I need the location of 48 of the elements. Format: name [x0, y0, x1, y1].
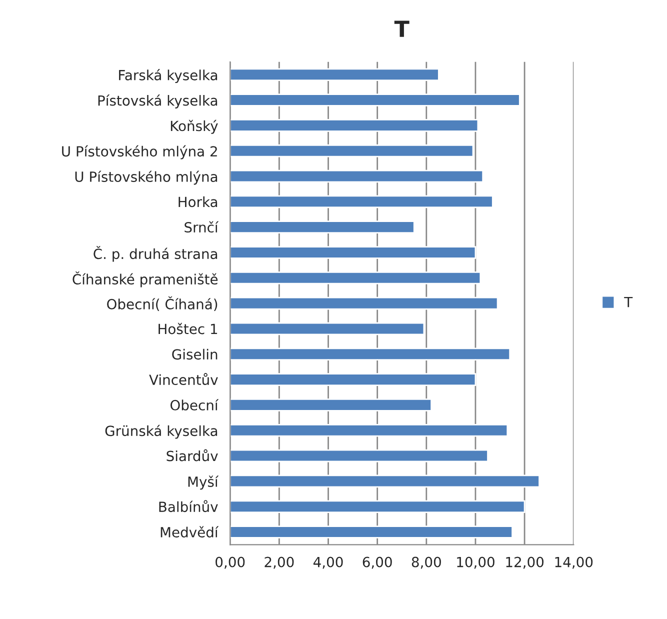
y-tick-label: Balbínův: [159, 500, 218, 512]
bar: [230, 246, 476, 259]
legend-label: T: [624, 297, 633, 308]
y-tick-label: Siardův: [166, 449, 218, 462]
bar: [230, 195, 494, 208]
bar: [230, 348, 511, 361]
bar: [230, 220, 415, 234]
y-tick-label: Obecní( Číhaná): [107, 296, 218, 312]
y-tick-label: Horka: [178, 196, 218, 208]
bar: [230, 526, 513, 538]
x-tick-label: 12,00: [506, 556, 544, 569]
y-tick-label: Hoštec 1: [158, 322, 218, 334]
bar: [230, 170, 484, 183]
y-tick-label: U Pístovského mlýna 2: [62, 145, 217, 160]
y-tick-label: Medvědí: [160, 526, 219, 538]
x-tick-label: 4,00: [313, 556, 343, 569]
y-tick-label: Srnčí: [184, 221, 219, 233]
x-tick-label: 8,00: [412, 556, 441, 569]
bar: [230, 322, 425, 336]
bar: [230, 119, 479, 132]
y-tick-label: Koňský: [170, 120, 218, 134]
y-tick-label: Giselin: [172, 348, 218, 360]
bar: [230, 94, 520, 106]
x-tick-label: 0,00: [216, 556, 245, 569]
y-tick-label: Vincentův: [149, 373, 218, 386]
bar: [230, 144, 474, 158]
y-tick-label: Grünská kyselka: [105, 424, 218, 439]
y-tick-label: U Pístovského mlýna: [75, 170, 218, 185]
x-tick-label: 2,00: [264, 556, 294, 569]
bar: [230, 424, 508, 437]
bar: [230, 500, 526, 514]
x-tick-label: 14,00: [555, 556, 593, 569]
x-tick-label: 10,00: [457, 556, 494, 569]
y-tick-label: Obecní: [170, 399, 219, 410]
y-tick-label: Farská kyselka: [119, 69, 218, 84]
bar: [230, 373, 476, 386]
bar: [230, 449, 488, 462]
y-tick-label: Č. p. druhá strana: [94, 246, 218, 262]
x-tick-label: 6,00: [362, 556, 392, 569]
y-tick-label: Číhanské prameniště: [72, 271, 218, 288]
bar: [230, 474, 540, 488]
y-tick-label: Pístovská kyselka: [98, 94, 218, 108]
bar: [230, 296, 498, 310]
bar: [230, 271, 482, 284]
y-tick-label: Myší: [188, 476, 219, 490]
bar: [230, 68, 440, 82]
bar: [230, 398, 432, 412]
chart-title: T: [394, 20, 410, 37]
